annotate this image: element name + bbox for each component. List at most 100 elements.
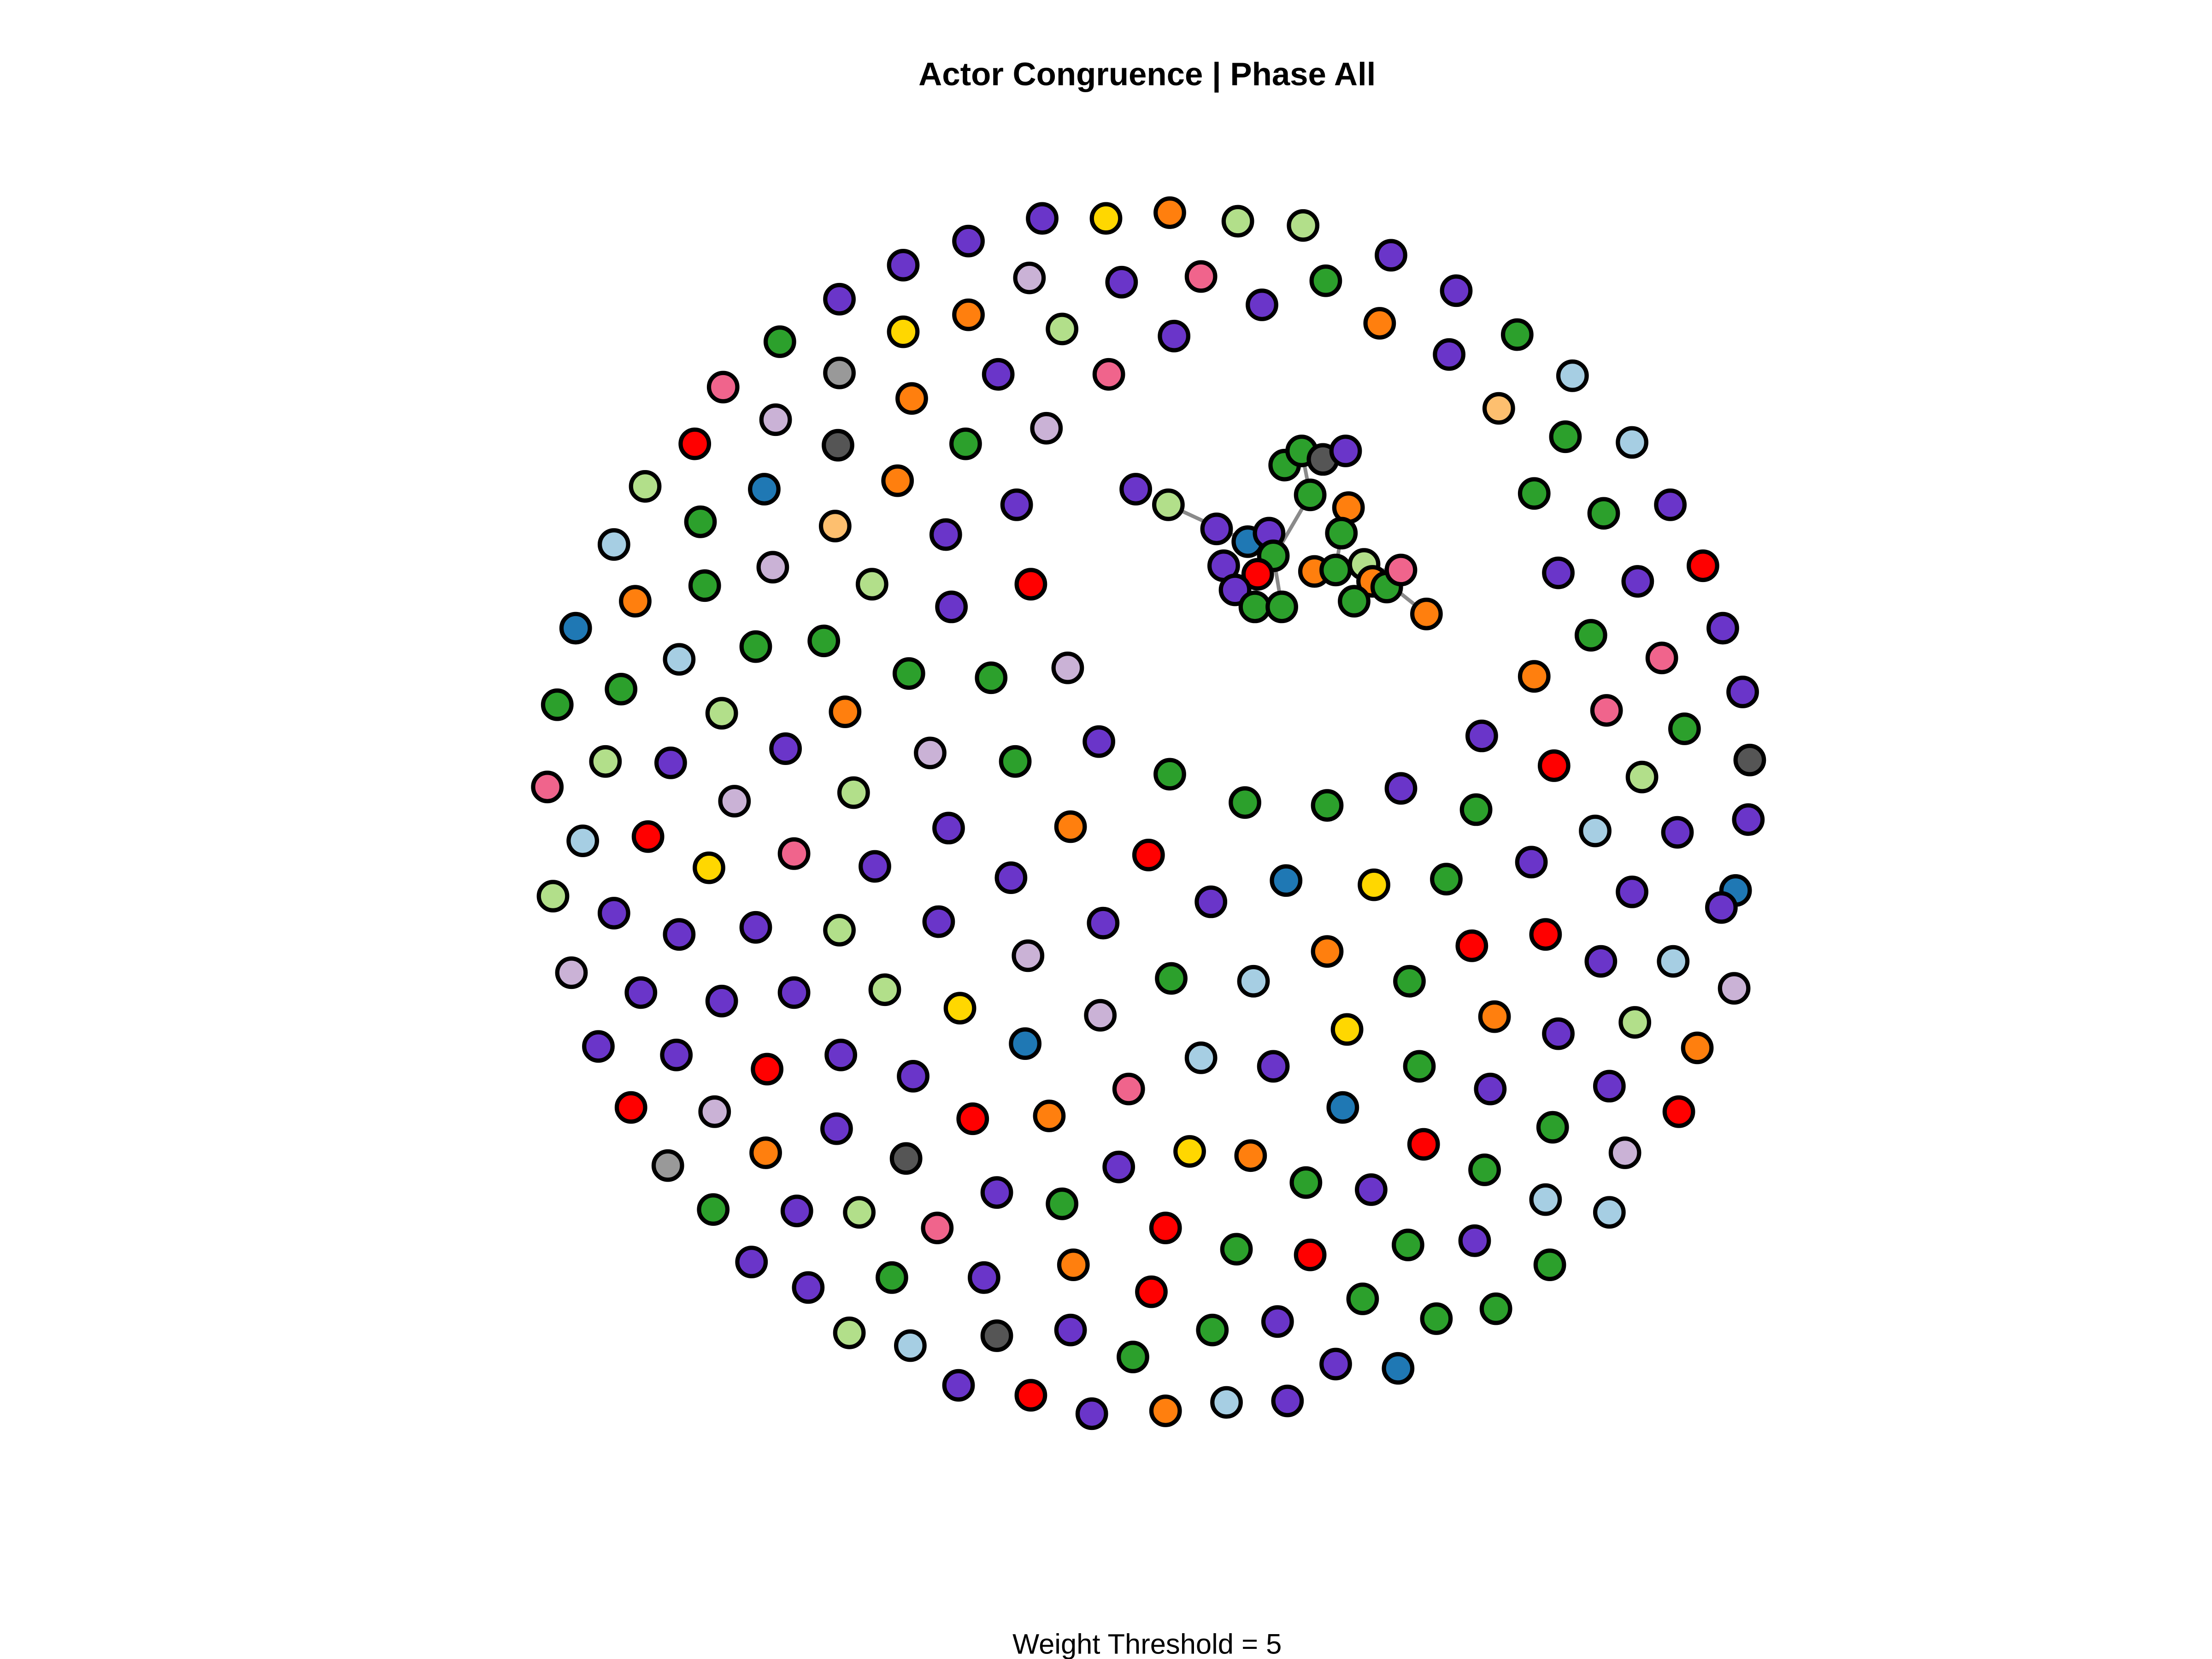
node xyxy=(597,528,630,561)
node xyxy=(1294,1238,1327,1271)
node xyxy=(1319,1347,1352,1381)
node xyxy=(1294,478,1327,512)
node xyxy=(718,785,751,818)
node xyxy=(1705,891,1738,924)
node xyxy=(1518,660,1551,693)
node xyxy=(1718,972,1751,1005)
node xyxy=(820,1112,853,1145)
node xyxy=(792,1271,825,1304)
node xyxy=(1082,725,1115,758)
node xyxy=(1455,929,1488,962)
node xyxy=(876,1261,908,1294)
node xyxy=(823,282,856,316)
node xyxy=(1000,488,1033,521)
node xyxy=(1392,1229,1424,1261)
node xyxy=(1311,789,1344,822)
node xyxy=(1542,556,1575,589)
node xyxy=(829,695,862,729)
node xyxy=(818,510,852,542)
node xyxy=(1465,719,1498,753)
node xyxy=(769,732,802,765)
node xyxy=(566,824,600,858)
node xyxy=(739,911,772,944)
node xyxy=(949,427,982,460)
node xyxy=(1012,939,1045,972)
node xyxy=(1661,816,1694,849)
node xyxy=(1459,793,1493,826)
node xyxy=(1393,965,1426,998)
node xyxy=(1482,392,1515,425)
node xyxy=(1200,512,1233,546)
node xyxy=(859,850,891,883)
node xyxy=(1433,338,1465,371)
node xyxy=(1579,814,1612,847)
nodes xyxy=(531,196,1766,1430)
node xyxy=(1105,265,1138,299)
node xyxy=(1687,549,1719,582)
node xyxy=(1478,1000,1511,1033)
node xyxy=(1407,1128,1440,1161)
node xyxy=(1112,1072,1145,1106)
node xyxy=(1326,1091,1359,1124)
node xyxy=(531,771,564,804)
node xyxy=(1500,318,1534,351)
node xyxy=(807,624,841,658)
node xyxy=(1089,202,1123,235)
node xyxy=(1117,1341,1149,1373)
node xyxy=(1270,864,1303,897)
node xyxy=(1338,585,1371,618)
node xyxy=(663,643,696,676)
node xyxy=(1271,1384,1304,1418)
node xyxy=(1662,1095,1695,1128)
node xyxy=(1149,1212,1182,1244)
node xyxy=(559,612,592,645)
node xyxy=(897,1060,930,1093)
node xyxy=(1026,202,1059,235)
node xyxy=(1194,885,1228,918)
node xyxy=(1155,962,1188,995)
node xyxy=(1221,205,1254,238)
node xyxy=(1410,597,1443,630)
node xyxy=(823,356,856,389)
node xyxy=(1014,568,1047,601)
node xyxy=(1149,1394,1182,1427)
node xyxy=(929,518,962,551)
node xyxy=(1046,1187,1078,1220)
node xyxy=(1246,288,1278,321)
node xyxy=(922,905,955,938)
node xyxy=(1549,420,1582,453)
node xyxy=(823,914,856,947)
node xyxy=(1092,358,1125,391)
node xyxy=(1706,612,1739,645)
node xyxy=(1046,312,1078,346)
node xyxy=(697,1193,730,1226)
node xyxy=(868,973,901,1006)
node xyxy=(1355,1173,1388,1206)
node xyxy=(982,358,1015,391)
node xyxy=(605,673,638,706)
node xyxy=(956,1102,989,1135)
node xyxy=(1430,863,1463,896)
node xyxy=(660,1038,693,1071)
node xyxy=(1030,412,1063,445)
node xyxy=(1515,846,1548,879)
node xyxy=(1309,264,1342,297)
footer-note: Weight Threshold = 5 xyxy=(1012,1629,1282,1659)
node xyxy=(1319,553,1352,587)
node xyxy=(843,1196,876,1229)
node xyxy=(1346,1282,1379,1315)
node xyxy=(1153,196,1186,229)
node xyxy=(1173,1135,1206,1168)
node xyxy=(1618,1006,1652,1039)
node xyxy=(1084,999,1117,1032)
node xyxy=(1732,803,1765,836)
diagram-title: Actor Congruence | Phase All xyxy=(918,56,1376,93)
node xyxy=(1590,694,1623,727)
node xyxy=(1420,1302,1453,1335)
node xyxy=(942,1369,975,1402)
node xyxy=(1533,1248,1566,1281)
node xyxy=(980,1319,1013,1352)
node xyxy=(975,661,1008,694)
node xyxy=(952,298,985,331)
